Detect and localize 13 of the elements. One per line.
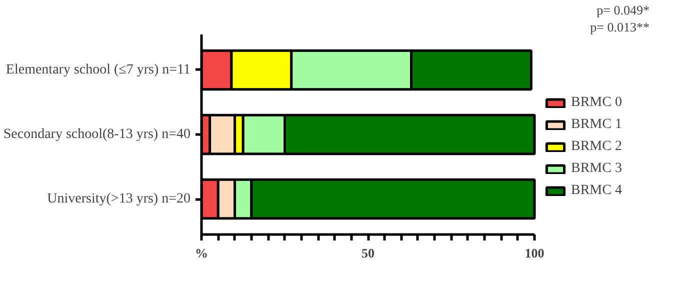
text: p= 0.013**: [590, 20, 650, 34]
legend-label: BRMC 2: [571, 139, 622, 155]
legend-label: BRMC 3: [571, 161, 622, 177]
legend-label: BRMC 4: [571, 183, 622, 199]
x-tick-label: 50: [362, 246, 374, 260]
x-tick-label: 100: [524, 246, 544, 260]
legend-label: BRMC 0: [571, 95, 622, 111]
legend-label: BRMC 1: [571, 117, 622, 133]
y-tick-label: Elementary school (≤7 yrs) n=11: [6, 62, 191, 78]
y-tick-label: Secondary school(8-13 yrs) n=40: [3, 127, 191, 142]
y-tick-label: University(>13 yrs) n=20: [47, 192, 191, 207]
x-tick-label: %: [195, 246, 208, 260]
text: p= 0.049*: [596, 2, 650, 18]
